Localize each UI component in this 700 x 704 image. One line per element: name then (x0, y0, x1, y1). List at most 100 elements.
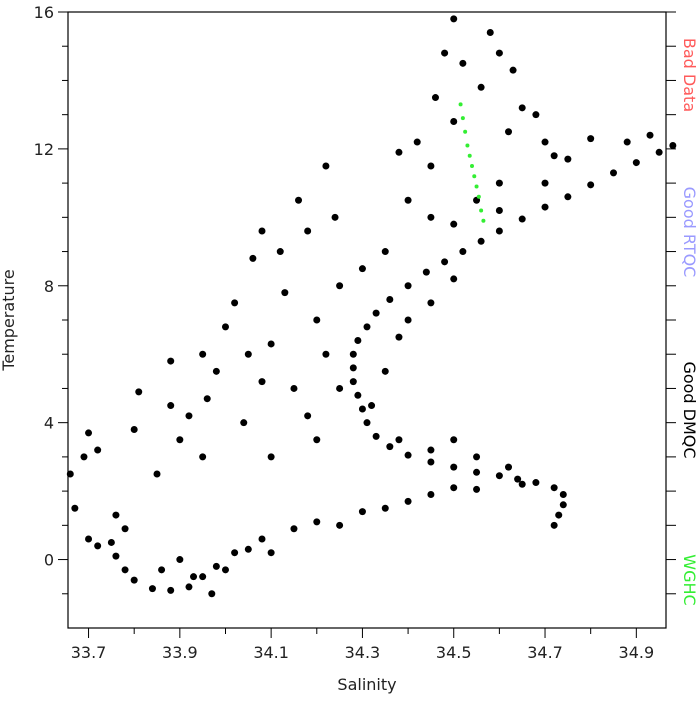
data-point (281, 289, 289, 297)
data-point (404, 196, 412, 204)
data-point (368, 402, 376, 410)
data-point (505, 128, 513, 136)
data-point (481, 218, 486, 223)
data-point (66, 470, 74, 478)
data-point (427, 299, 435, 307)
data-point (550, 152, 558, 160)
data-point (167, 402, 175, 410)
data-point (469, 164, 474, 168)
data-point (532, 479, 540, 487)
data-point (550, 521, 558, 529)
data-point (459, 59, 467, 67)
data-point (427, 213, 435, 221)
data-point (336, 521, 344, 529)
legend-entry: Bad Data (680, 38, 699, 112)
data-point (258, 378, 266, 386)
data-point (85, 535, 93, 543)
data-point (176, 556, 184, 564)
y-tick-label: 8 (44, 277, 54, 296)
data-point (313, 518, 321, 526)
data-point (509, 66, 517, 74)
data-point (358, 508, 366, 516)
data-point (404, 316, 412, 324)
data-point (199, 350, 207, 358)
data-point (372, 309, 380, 317)
plot-frame (67, 11, 667, 629)
data-point (632, 159, 640, 167)
data-point (463, 129, 468, 134)
legend-entry: Good DMQC (680, 361, 699, 458)
data-point (518, 215, 526, 223)
data-point (559, 501, 567, 509)
data-point (386, 443, 394, 451)
data-point (358, 405, 366, 413)
data-point (669, 141, 677, 149)
data-point (130, 576, 138, 584)
data-point (646, 131, 654, 139)
data-point (427, 491, 435, 499)
data-point (427, 446, 435, 454)
data-point (395, 333, 403, 341)
data-point (94, 542, 102, 550)
data-point (477, 237, 485, 245)
data-point (290, 525, 298, 533)
y-tick-label: 4 (44, 414, 54, 433)
data-point (363, 419, 371, 427)
data-point (71, 504, 79, 512)
data-point (476, 194, 481, 199)
data-point (450, 220, 458, 228)
data-point (550, 484, 558, 492)
data-point (121, 525, 129, 533)
data-point (112, 511, 120, 519)
data-point (450, 436, 458, 444)
data-point (322, 162, 330, 170)
data-point (267, 549, 275, 557)
y-axis-label: Temperature (0, 269, 18, 371)
data-point (221, 323, 229, 331)
data-point (514, 475, 522, 483)
data-point (427, 162, 435, 170)
data-point (135, 388, 143, 396)
data-point (495, 206, 503, 214)
legend-entry: WGHC (680, 554, 699, 605)
data-point (190, 573, 198, 581)
data-point (85, 429, 93, 437)
x-tick-label: 33.7 (71, 643, 107, 662)
data-point (495, 179, 503, 187)
data-point (413, 138, 421, 146)
data-point (231, 299, 239, 307)
data-point (249, 254, 257, 262)
data-point (107, 538, 115, 546)
data-point (450, 275, 458, 283)
data-point (158, 566, 166, 574)
data-point (354, 337, 362, 345)
data-point (240, 419, 248, 427)
data-point (313, 316, 321, 324)
data-point (422, 268, 430, 276)
data-point (458, 102, 463, 107)
data-point (354, 391, 362, 399)
data-point (495, 472, 503, 480)
data-point (459, 248, 467, 256)
data-point (349, 364, 357, 372)
data-point (258, 535, 266, 543)
data-point (486, 29, 494, 37)
data-point (80, 453, 88, 461)
x-tick-label: 34.9 (619, 643, 655, 662)
data-point (474, 184, 479, 189)
data-point (450, 118, 458, 126)
data-point (381, 367, 389, 375)
data-point (304, 412, 312, 420)
data-point (336, 384, 344, 392)
data-point (495, 227, 503, 235)
data-point (465, 143, 470, 148)
data-point (372, 432, 380, 440)
data-point (518, 104, 526, 112)
data-point (94, 446, 102, 454)
data-point (431, 94, 439, 102)
data-point (304, 227, 312, 235)
data-point (295, 196, 303, 204)
data-point (587, 181, 595, 189)
data-point (153, 470, 161, 478)
data-point (477, 83, 485, 91)
